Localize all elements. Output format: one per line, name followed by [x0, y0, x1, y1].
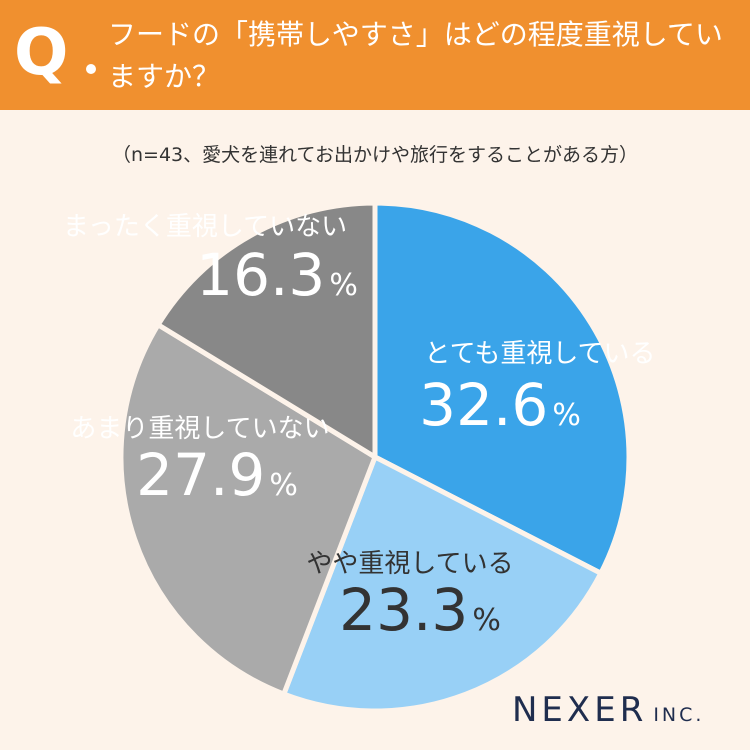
slice-value-1: 32.6% [419, 371, 581, 439]
q-label: Q [14, 16, 69, 90]
pie-slice-1 [372, 200, 632, 576]
question-header: Q フードの「携帯しやすさ」はどの程度重視していますか？ [0, 0, 750, 110]
slice-label-1: とても重視している [424, 339, 655, 369]
slice-value-4: 16.3% [196, 241, 358, 309]
slice-label-4: まったく重視していない [63, 212, 347, 242]
q-dot [86, 64, 96, 74]
sample-note: （n=43、愛犬を連れてお出かけや旅行をすることがある方） [111, 144, 638, 166]
logo-main: NEXER [512, 690, 648, 730]
logo-sub: INC. [653, 704, 705, 726]
slice-value-3: 27.9% [136, 441, 298, 509]
slice-value-2: 23.3% [339, 576, 501, 644]
slice-label-2: やや重視している [306, 549, 513, 579]
question-text: フードの「携帯しやすさ」はどの程度重視していますか？ [108, 18, 723, 93]
pie-slice-2 [281, 454, 604, 714]
pie-slice-3 [118, 322, 378, 697]
slice-label-3: あまり重視していない [70, 414, 329, 444]
pie-slice-4 [155, 200, 378, 460]
company-logo: NEXER INC. [512, 690, 704, 730]
